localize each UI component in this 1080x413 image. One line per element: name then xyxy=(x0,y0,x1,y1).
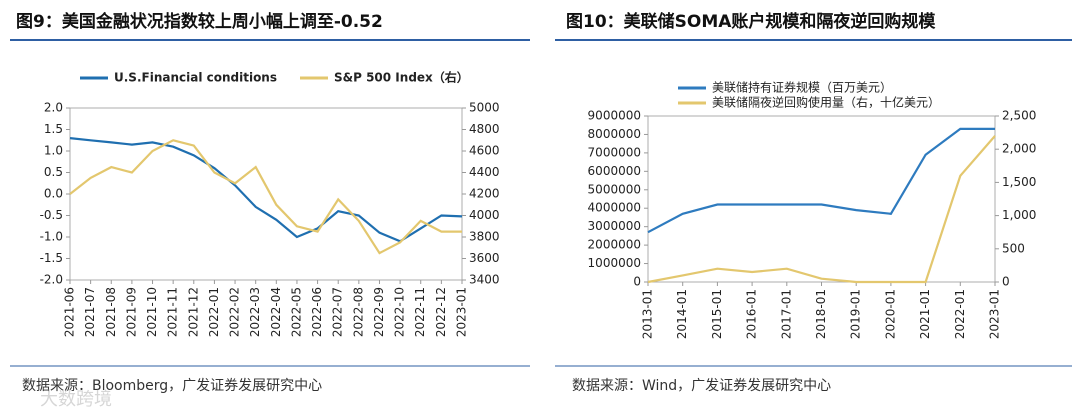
x-tick-label: 2015-01 xyxy=(710,289,724,339)
y2-tick-label: 4600 xyxy=(469,144,500,158)
y-tick-label: 1000000 xyxy=(588,256,641,270)
y-tick-label: 7000000 xyxy=(588,145,641,159)
y2-tick-label: 3400 xyxy=(469,273,500,287)
y-tick-label: -1.0 xyxy=(40,230,63,244)
x-tick-label: 2022-04 xyxy=(269,287,283,337)
x-tick-label: 2022-06 xyxy=(310,287,324,337)
x-tick-label: 2022-09 xyxy=(372,287,386,337)
x-tick-label: 2022-12 xyxy=(434,287,448,337)
y2-tick-label: 5000 xyxy=(469,101,500,115)
plot-frame xyxy=(69,107,463,281)
y2-tick-label: 0 xyxy=(1002,275,1010,289)
legend-label: U.S.Financial conditions xyxy=(114,71,277,85)
y-tick-label: -0.5 xyxy=(40,208,63,222)
x-tick-label: 2022-03 xyxy=(248,287,262,337)
x-tick-label: 2021-06 xyxy=(63,287,77,337)
x-tick-label: 2021-10 xyxy=(145,287,159,337)
y-tick-label: 2.0 xyxy=(44,101,63,115)
x-tick-label: 2022-01 xyxy=(953,289,967,339)
y-tick-label: 0 xyxy=(633,275,641,289)
y2-tick-label: 1,500 xyxy=(1002,175,1036,189)
y-tick-label: -2.0 xyxy=(40,273,63,287)
series-line xyxy=(647,135,996,284)
x-tick-label: 2021-12 xyxy=(186,287,200,337)
y-tick-label: -1.5 xyxy=(40,251,63,265)
y2-tick-label: 500 xyxy=(1002,241,1025,255)
y2-tick-label: 2,000 xyxy=(1002,142,1036,156)
y2-tick-label: 1,000 xyxy=(1002,208,1036,222)
y2-tick-label: 4400 xyxy=(469,165,500,179)
y-tick-label: 2000000 xyxy=(588,238,641,252)
watermark: 大数跨境 xyxy=(40,389,112,410)
x-tick-label: 2017-01 xyxy=(779,289,793,339)
y-tick-label: 8000000 xyxy=(588,127,641,141)
x-tick-label: 2022-02 xyxy=(228,287,242,337)
x-tick-label: 2021-07 xyxy=(83,287,97,337)
x-tick-label: 2021-01 xyxy=(918,289,932,339)
series-line xyxy=(69,139,462,255)
x-tick-label: 2022-01 xyxy=(207,287,221,337)
y-tick-label: 6000000 xyxy=(588,164,641,178)
legend-label: 美联储隔夜逆回购使用量（右，十亿美元） xyxy=(712,95,940,110)
source: 数据来源：Bloomberg，广发证券发展研究中心 xyxy=(22,378,322,394)
x-tick-label: 2022-08 xyxy=(351,287,365,337)
y2-tick-label: 2,500 xyxy=(1002,109,1036,123)
x-tick-label: 2014-01 xyxy=(675,289,689,339)
chart-title: 图10：美联储SOMA账户规模和隔夜逆回购规模 xyxy=(566,11,936,32)
source: 数据来源：Wind，广发证券发展研究中心 xyxy=(572,378,831,394)
x-tick-label: 2022-10 xyxy=(393,287,407,337)
series-line xyxy=(647,127,995,234)
series-line xyxy=(69,137,463,243)
y-tick-label: 1.0 xyxy=(44,144,63,158)
x-tick-label: 2018-01 xyxy=(814,289,828,339)
x-tick-label: 2013-01 xyxy=(641,289,655,339)
x-tick-label: 2021-09 xyxy=(124,287,138,337)
y-tick-label: 3000000 xyxy=(588,219,641,233)
chart-title: 图9：美国金融状况指数较上周小幅上调至-0.52 xyxy=(16,11,383,32)
y2-tick-label: 4000 xyxy=(469,208,500,222)
x-tick-label: 2021-08 xyxy=(104,287,118,337)
y2-tick-label: 3600 xyxy=(469,251,500,265)
x-tick-label: 2016-01 xyxy=(745,289,759,339)
x-tick-label: 2022-05 xyxy=(289,287,303,337)
y-tick-label: 0.0 xyxy=(44,187,63,201)
legend-label: 美联储持有证券规模（百万美元） xyxy=(712,80,892,95)
y2-tick-label: 4200 xyxy=(469,187,500,201)
y-tick-label: 5000000 xyxy=(588,182,641,196)
x-tick-label: 2023-01 xyxy=(455,287,469,337)
y-tick-label: 9000000 xyxy=(588,109,641,123)
y-tick-label: 0.5 xyxy=(44,165,63,179)
x-tick-label: 2021-11 xyxy=(166,287,180,337)
legend-label: S&P 500 Index（右） xyxy=(334,70,469,85)
x-tick-label: 2022-11 xyxy=(413,287,427,337)
y-tick-label: 1.5 xyxy=(44,122,63,136)
x-tick-label: 2019-01 xyxy=(849,289,863,339)
x-tick-label: 2023-01 xyxy=(988,289,1002,339)
x-tick-label: 2020-01 xyxy=(883,289,897,339)
y2-tick-label: 4800 xyxy=(469,122,500,136)
x-tick-label: 2022-07 xyxy=(331,287,345,337)
y-tick-label: 4000000 xyxy=(588,201,641,215)
y2-tick-label: 3800 xyxy=(469,230,500,244)
